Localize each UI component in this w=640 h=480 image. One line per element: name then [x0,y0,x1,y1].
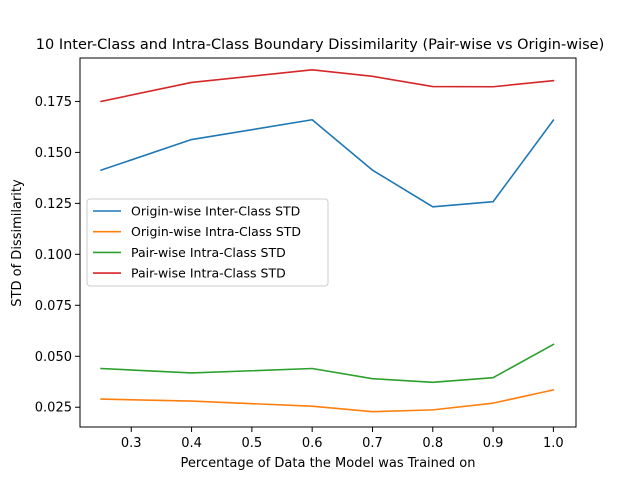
x-tick-label: 0.6 [302,436,323,451]
chart-title: 10 Inter-Class and Intra-Class Boundary … [36,37,604,53]
x-tick-label: 1.0 [543,436,564,451]
y-tick-label: 0.075 [35,299,72,314]
legend-label: Pair-wise Intra-Class STD [131,266,286,281]
y-tick-label: 0.025 [35,401,72,416]
y-tick-label: 0.125 [35,197,72,212]
y-tick-label: 0.175 [35,95,72,110]
x-tick-label: 0.7 [362,436,383,451]
legend: Origin-wise Inter-Class STD Origin-wise I… [86,198,329,287]
x-axis: 0.3 0.4 0.5 0.6 0.7 0.8 0.9 1.0 [121,427,564,451]
x-tick-label: 0.5 [242,436,263,451]
plot-frame [79,57,577,428]
x-axis-title: Percentage of Data the Model was Trained… [180,456,475,471]
legend-label: Origin-wise Intra-Class STD [131,224,301,239]
legend-box [86,198,329,287]
y-axis-title: STD of Dissimilarity [10,179,25,307]
x-tick-label: 0.9 [483,436,504,451]
x-tick-label: 0.8 [422,436,443,451]
x-tick-label: 0.3 [121,436,142,451]
x-tick-label: 0.4 [181,436,202,451]
y-tick-label: 0.050 [35,350,72,365]
series-line-1 [100,118,555,208]
y-axis: 0.025 0.050 0.075 0.100 0.125 0.150 0.175 [35,95,80,416]
series-line-2 [100,388,555,413]
series-line-4 [100,69,555,103]
legend-label: Pair-wise Intra-Class STD [131,245,286,260]
legend-label: Origin-wise Inter-Class STD [131,204,300,219]
series-line-3 [100,343,555,384]
series-layer [100,69,555,413]
y-tick-label: 0.150 [35,146,72,161]
y-tick-label: 0.100 [35,248,72,263]
plot-area [79,57,577,428]
